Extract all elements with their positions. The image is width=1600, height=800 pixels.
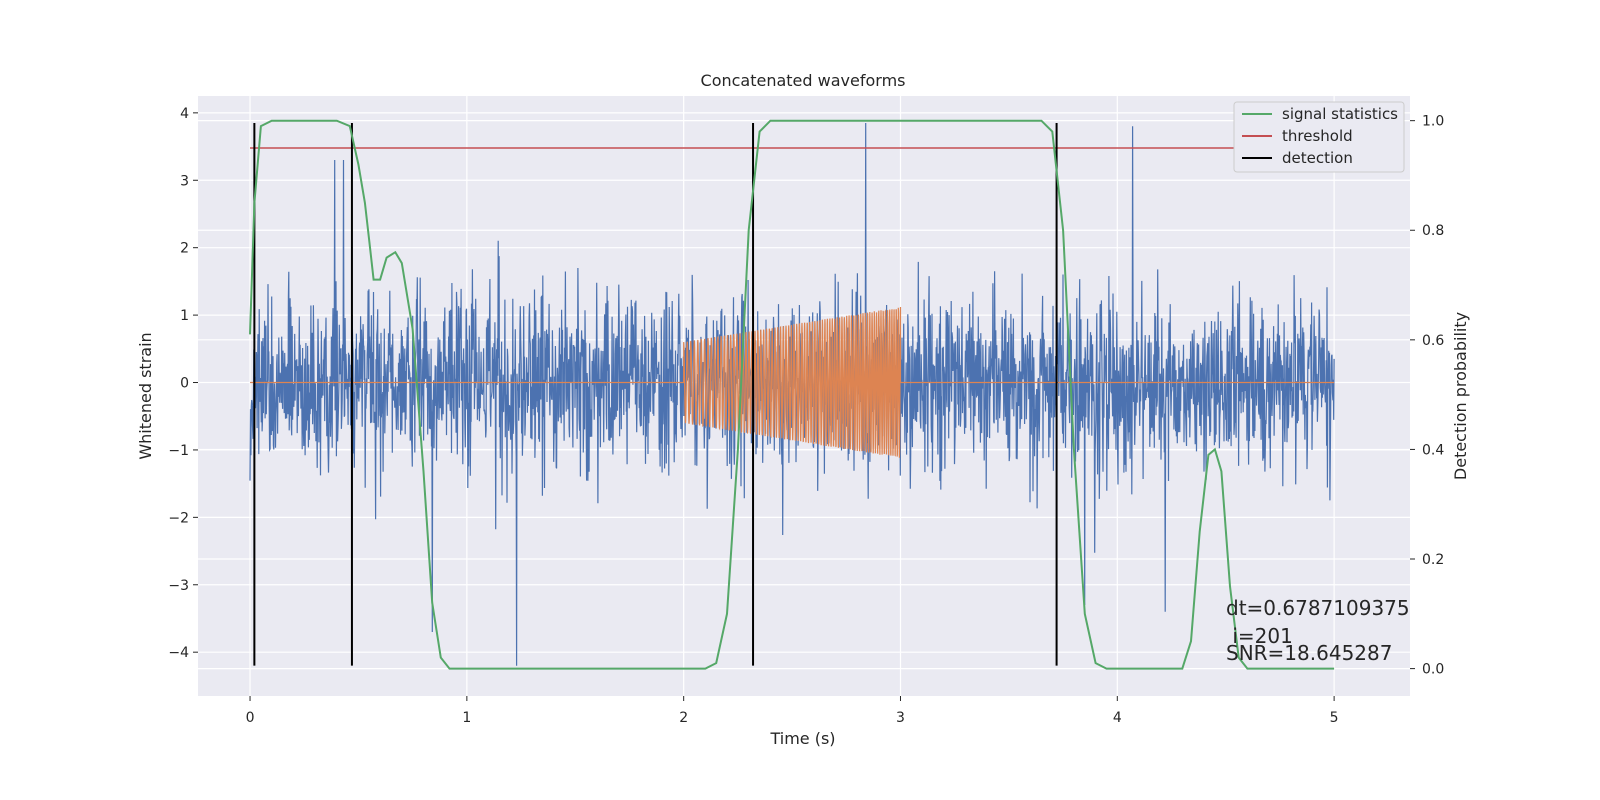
y2-axis-ticks: 0.0 0.2 0.4 0.6 0.8 1.0: [1410, 114, 1444, 678]
legend-label-signal-statistics: signal statistics: [1282, 105, 1398, 123]
series-template-waveform: [250, 306, 1335, 458]
y2-tick-label-2: 0.4: [1422, 442, 1444, 458]
x-tick-label-5: 5: [1330, 710, 1339, 726]
x-tick-label-0: 0: [246, 710, 255, 726]
y2-tick-label-4: 0.8: [1422, 223, 1444, 239]
legend-label-detection: detection: [1282, 149, 1353, 167]
annotation-dt: dt=0.6787109375: [1226, 596, 1410, 620]
legend-box: [1233, 101, 1405, 173]
legend: signal statistics threshold detection: [1233, 101, 1405, 173]
y-tick-label-5: 1: [180, 308, 189, 324]
legend-label-threshold: threshold: [1282, 127, 1353, 145]
x-tick-label-4: 4: [1113, 710, 1122, 726]
x-tick-label-2: 2: [679, 710, 688, 726]
y-tick-label-7: 3: [180, 173, 189, 189]
y-tick-label-3: −1: [168, 443, 189, 459]
x-axis-label: Time (s): [769, 729, 835, 748]
y-tick-label-1: −3: [168, 578, 189, 594]
y2-tick-label-3: 0.6: [1422, 333, 1444, 349]
y-tick-label-8: 4: [180, 106, 189, 122]
annotation-snr: SNR=18.645287: [1226, 641, 1392, 665]
data-clip: [249, 119, 1335, 670]
x-axis-ticks: 0 1 2 3 4 5: [246, 696, 1339, 726]
y2-axis-label: Detection probability: [1451, 312, 1470, 480]
y-axis-ticks: −4 −3 −2 −1 0 1 2 3 4: [168, 106, 198, 661]
y-tick-label-6: 2: [180, 241, 189, 257]
y-tick-label-2: −2: [168, 510, 189, 526]
chart-title: Concatenated waveforms: [701, 71, 906, 90]
series-signal-statistics: [249, 119, 1335, 670]
y2-tick-label-0: 0.0: [1422, 662, 1444, 678]
y-tick-label-4: 0: [180, 376, 189, 392]
y2-tick-label-5: 1.0: [1422, 114, 1444, 130]
y2-tick-label-1: 0.2: [1422, 552, 1444, 568]
x-tick-label-1: 1: [462, 710, 471, 726]
y-tick-label-0: −4: [168, 645, 189, 661]
series-detections: [253, 122, 1058, 666]
annotation-index: i=201: [1226, 624, 1293, 648]
x-tick-label-3: 3: [896, 710, 905, 726]
y-axis-label: Whitened strain: [136, 332, 155, 459]
